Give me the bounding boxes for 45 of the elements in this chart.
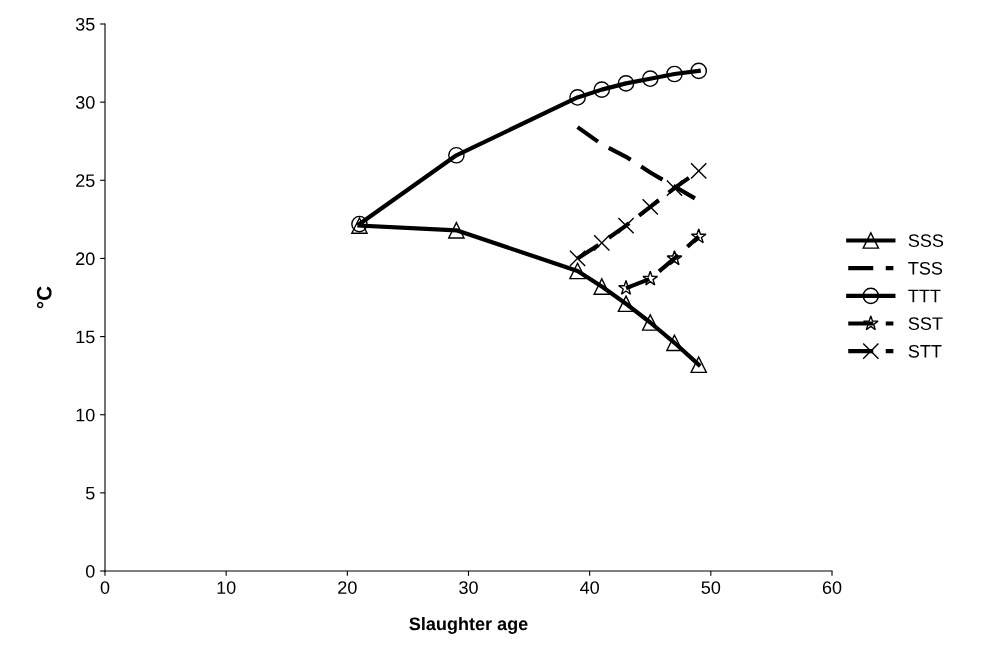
point <box>448 221 465 239</box>
y-tick-label: 30 <box>75 96 95 109</box>
point <box>593 278 611 295</box>
point <box>617 75 635 92</box>
point <box>569 89 586 106</box>
x-tick-label: 0 <box>100 581 110 594</box>
point <box>617 295 635 313</box>
point <box>690 228 707 244</box>
legend-label: TSS <box>908 261 943 275</box>
point <box>642 270 659 286</box>
point <box>666 179 683 197</box>
point <box>666 334 683 352</box>
point <box>617 217 635 234</box>
point <box>448 146 465 164</box>
x-tick-label: 10 <box>217 581 236 594</box>
legend-label: SST <box>908 317 943 331</box>
point <box>641 70 659 88</box>
y-tick-label: 20 <box>76 252 95 266</box>
legend-label: STT <box>908 344 942 358</box>
y-axis-title: °C <box>36 286 52 309</box>
y-tick-label: 25 <box>76 174 95 188</box>
point <box>641 314 659 331</box>
y-tick-label: 10 <box>76 408 95 422</box>
y-tick-label: 5 <box>85 486 95 500</box>
point <box>666 250 683 266</box>
point <box>690 162 708 180</box>
point <box>666 65 683 83</box>
point <box>690 62 708 80</box>
point <box>569 250 586 267</box>
point <box>618 279 634 295</box>
x-tick-label: 30 <box>459 581 478 594</box>
point <box>569 262 586 280</box>
x-tick-label: 20 <box>338 581 357 594</box>
x-axis-title: Slaughter age <box>409 617 528 634</box>
point <box>593 234 611 252</box>
legend-label: SSS <box>908 234 944 248</box>
legend-label: TTT <box>908 289 941 303</box>
x-tick-label: 60 <box>822 581 842 594</box>
y-tick-label: 0 <box>85 564 95 578</box>
x-tick-label: 40 <box>580 581 599 594</box>
x-tick-label: 50 <box>701 581 721 594</box>
point <box>593 81 611 98</box>
point <box>690 356 708 374</box>
y-tick-label: 15 <box>76 330 95 344</box>
y-tick-label: 35 <box>75 17 95 31</box>
